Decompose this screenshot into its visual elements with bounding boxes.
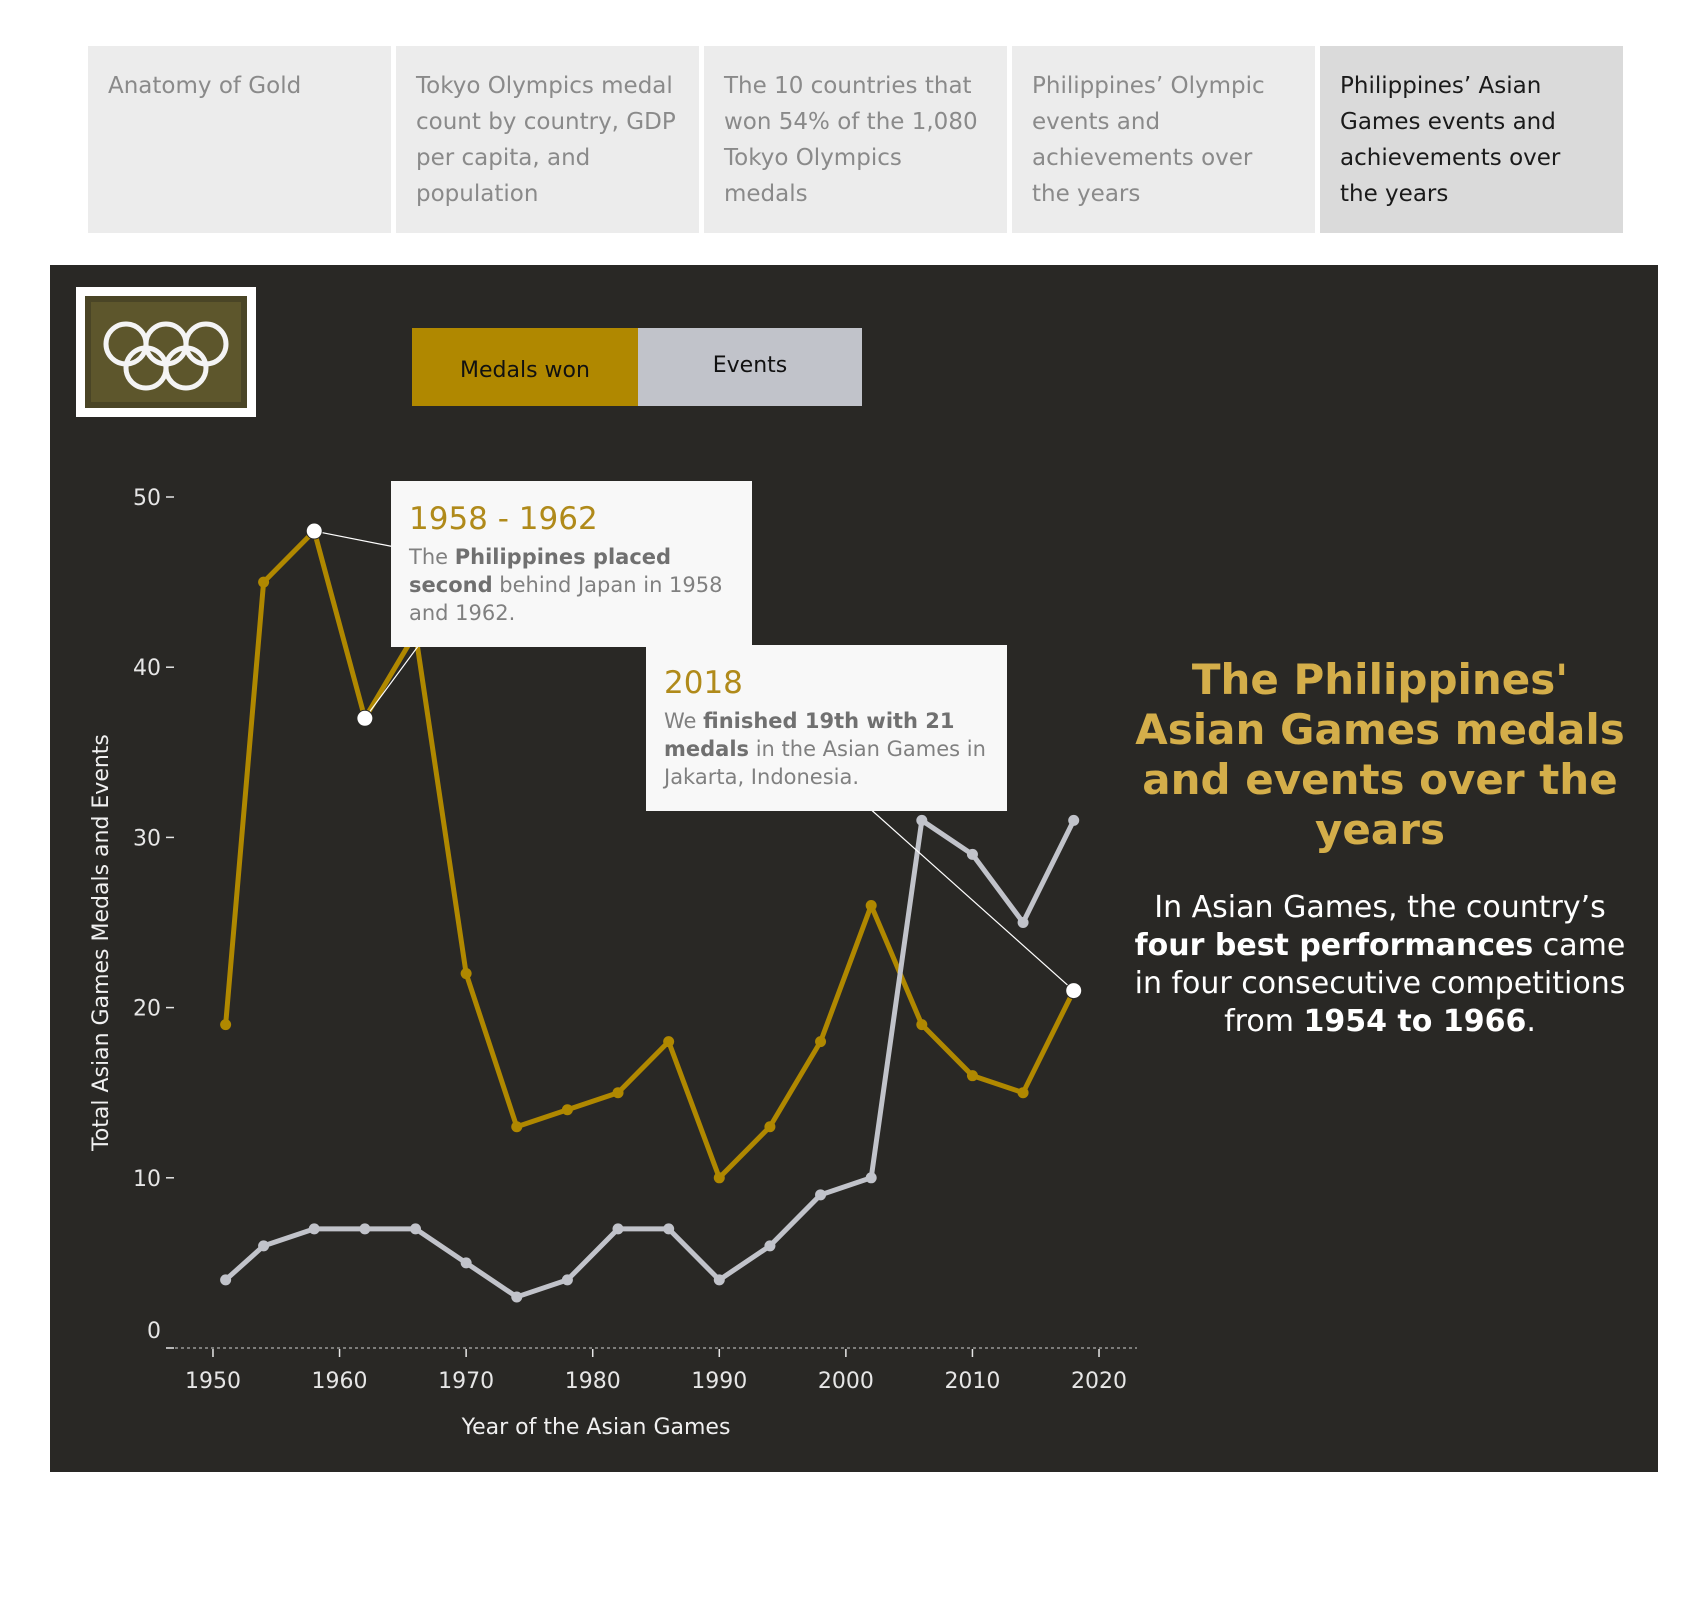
dashboard-title: The Philippines' Asian Games medals and … (1135, 655, 1625, 854)
y-tick-label: 50 (133, 486, 161, 511)
y-tick-label: 10 (133, 1167, 161, 1192)
data-point-medals (511, 1121, 523, 1133)
data-point-medals (966, 1070, 978, 1082)
summary-text: In Asian Games, the country’s four best … (1130, 889, 1630, 1041)
tab-anatomy-of-gold[interactable]: Anatomy of Gold (88, 46, 391, 233)
data-point-events (220, 1274, 232, 1286)
data-point-medals (561, 1104, 573, 1116)
data-point-events (612, 1223, 624, 1235)
y-tick-label: 30 (133, 826, 161, 851)
x-tick-label: 1960 (312, 1369, 368, 1394)
summary-bold: 1954 to 1966 (1303, 1004, 1527, 1039)
y-tick-label: 0 (147, 1319, 161, 1344)
data-point-medals (916, 1019, 928, 1031)
summary-part: In Asian Games, the country’s (1154, 890, 1606, 925)
x-tick-label: 2010 (944, 1369, 1000, 1394)
data-point-medals (612, 1087, 624, 1099)
annotation-year: 1958 - 1962 (409, 501, 598, 537)
x-tick-label: 1990 (691, 1369, 747, 1394)
data-point-medals (663, 1036, 675, 1048)
summary-part: came in four consecutive competitions fr… (1134, 928, 1626, 1039)
highlight-point (356, 709, 374, 727)
summary-part: . (1526, 1004, 1536, 1039)
x-tick-label: 2020 (1071, 1369, 1127, 1394)
series-line-medals (223, 528, 1076, 1181)
tab-top-10-countries[interactable]: The 10 countries that won 54% of the 1,0… (704, 46, 1007, 233)
chart-legend: Medals won Events (412, 328, 864, 406)
data-point-medals (764, 1121, 776, 1133)
data-point-events (308, 1223, 320, 1235)
y-tick-label: 20 (133, 997, 161, 1022)
olympic-rings-icon (85, 296, 247, 408)
data-point-events (663, 1223, 675, 1235)
dashboard: Medals won Events 0 10 20 30 40 50 1950 1960 197… (50, 265, 1658, 1472)
highlight-point (305, 522, 323, 540)
data-point-events (966, 848, 978, 860)
data-point-events (359, 1223, 371, 1235)
side-panel: The Philippines' Asian Games medals and … (1130, 655, 1630, 1041)
data-point-events (258, 1240, 270, 1252)
summary-bold: four best performances (1134, 928, 1534, 963)
data-point-medals (220, 1019, 232, 1031)
tab-philippines-olympics[interactable]: Philippines’ Olympic events and achievem… (1012, 46, 1315, 233)
annotation-text: in the Asian Games in Jakarta, Indonesia… (664, 737, 986, 789)
data-point-medals (258, 576, 270, 588)
data-point-events (865, 1172, 877, 1184)
data-point-events (1017, 917, 1029, 928)
olympic-rings-logo (76, 287, 256, 417)
series-line-events (223, 817, 1076, 1300)
tab-philippines-asian-games[interactable]: Philippines’ Asian Games events and achi… (1320, 46, 1623, 233)
data-point-medals (815, 1036, 827, 1048)
story-tabs: Anatomy of Gold Tokyo Olympics medal cou… (88, 46, 1623, 233)
data-point-events (410, 1223, 421, 1235)
annotation-bold-text: Philippines placed second (409, 545, 672, 597)
data-point-events (764, 1240, 776, 1252)
line-chart: 0 10 20 30 40 50 1950 1960 1970 1980 1990 2000 2010 2… (89, 486, 1137, 1440)
data-point-events (713, 1274, 725, 1286)
legend-medals-won-button[interactable]: Medals won (412, 328, 638, 406)
annotation-text: The (409, 545, 455, 569)
x-tick-label: 1980 (565, 1369, 621, 1394)
annotation-year: 2018 (664, 665, 743, 701)
highlight-point (1065, 982, 1083, 1000)
tab-tokyo-medal-count[interactable]: Tokyo Olympics medal count by country, G… (396, 46, 699, 233)
x-axis-title: Year of the Asian Games (461, 1415, 731, 1440)
annotation-bold-text: finished 19th with 21 medals (664, 709, 955, 761)
annotation-1958-1962: 1958 - 1962 The Philippines placed secon… (391, 481, 752, 647)
x-tick-label: 2000 (818, 1369, 874, 1394)
legend-events-button[interactable]: Events (638, 328, 862, 406)
data-point-events (511, 1291, 523, 1303)
data-point-events (460, 1257, 472, 1269)
annotation-text: We (664, 709, 704, 733)
x-tick-label: 1970 (438, 1369, 494, 1394)
data-point-events (1068, 814, 1080, 826)
data-point-medals (865, 899, 877, 911)
data-point-events (916, 814, 928, 826)
data-point-medals (460, 968, 472, 980)
x-tick-label: 1950 (185, 1369, 241, 1394)
annotation-text: behind Japan in 1958 and 1962. (409, 573, 723, 625)
y-axis-title: Total Asian Games Medals and Events (89, 734, 114, 1152)
y-tick-label: 40 (133, 656, 161, 681)
data-point-events (815, 1189, 827, 1201)
data-point-medals (713, 1172, 725, 1184)
data-point-medals (1017, 1087, 1029, 1099)
data-point-events (561, 1274, 573, 1286)
annotation-2018: 2018 We finished 19th with 21 medals in … (646, 645, 1007, 811)
